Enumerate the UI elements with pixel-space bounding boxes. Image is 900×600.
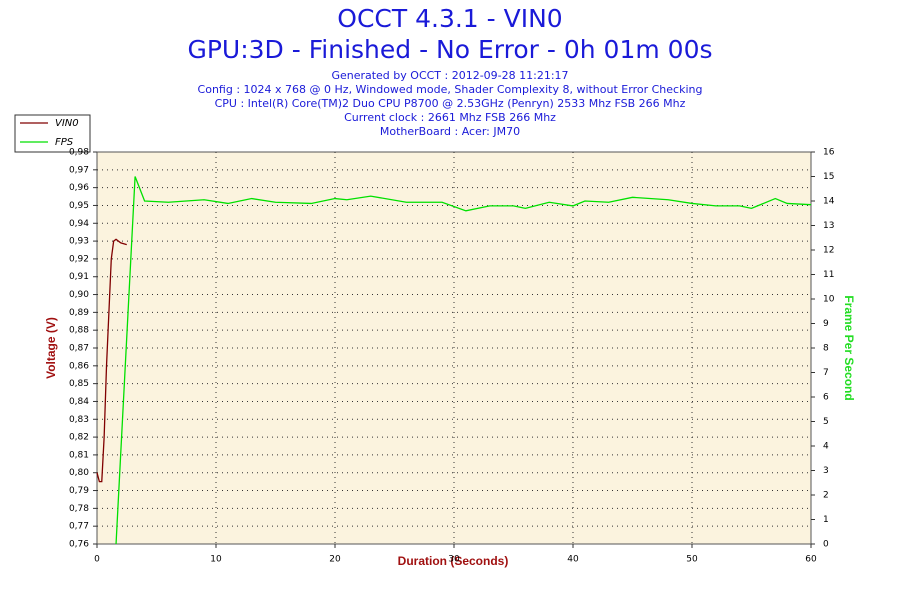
y2-tick-label: 1	[823, 515, 829, 525]
y-tick-label: 0,77	[69, 522, 89, 532]
info-line: MotherBoard : Acer: JM70	[380, 125, 520, 138]
y-tick-label: 0,94	[69, 219, 89, 229]
info-line: CPU : Intel(R) Core(TM)2 Duo CPU P8700 @…	[215, 97, 686, 110]
y-tick-label: 0,95	[69, 201, 89, 211]
y2-tick-label: 6	[823, 393, 829, 403]
y-tick-label: 0,96	[69, 183, 89, 193]
y-tick-label: 0,92	[69, 254, 89, 264]
y-tick-label: 0,98	[69, 148, 89, 158]
x-tick-label: 20	[329, 555, 341, 565]
y2-tick-label: 13	[823, 221, 834, 231]
y2-tick-label: 9	[823, 319, 829, 329]
series-line	[115, 176, 812, 545]
y2-tick-label: 14	[823, 197, 835, 207]
x-tick-label: 60	[805, 555, 817, 565]
y-tick-label: 0,97	[69, 165, 89, 175]
y2-tick-label: 15	[823, 172, 834, 182]
info-line: Config : 1024 x 768 @ 0 Hz, Windowed mod…	[198, 83, 703, 96]
y2-tick-label: 10	[823, 295, 835, 305]
y-tick-label: 0,88	[69, 326, 89, 336]
y2-tick-label: 2	[823, 491, 829, 501]
y-tick-label: 0,76	[69, 540, 89, 550]
y-tick-label: 0,83	[69, 415, 89, 425]
series-line	[96, 238, 127, 483]
y2-axis-title: Frame Per Second	[842, 295, 856, 400]
y-tick-label: 0,90	[69, 290, 89, 300]
x-tick-label: 0	[94, 555, 100, 565]
y-tick-label: 0,85	[69, 379, 89, 389]
y2-tick-label: 12	[823, 246, 834, 256]
info-line: Current clock : 2661 Mhz FSB 266 Mhz	[344, 111, 556, 124]
chart-title: OCCT 4.3.1 - VIN0	[337, 4, 562, 33]
y-tick-label: 0,89	[69, 308, 89, 318]
y2-tick-label: 0	[823, 540, 829, 550]
y2-tick-label: 7	[823, 368, 829, 378]
y2-tick-label: 3	[823, 466, 829, 476]
y-tick-label: 0,79	[69, 486, 89, 496]
y-tick-label: 0,82	[69, 433, 89, 443]
y-tick-label: 0,81	[69, 450, 89, 460]
x-tick-label: 30	[448, 555, 460, 565]
y2-tick-label: 5	[823, 417, 829, 427]
x-tick-label: 50	[686, 555, 698, 565]
x-tick-label: 40	[567, 555, 579, 565]
legend-label: FPS	[55, 137, 74, 148]
x-axis-title: Duration (Seconds)	[398, 554, 509, 568]
y-axis-title: Voltage (V)	[44, 317, 58, 379]
y-tick-label: 0,80	[69, 468, 89, 478]
info-line: Generated by OCCT : 2012-09-28 11:21:17	[331, 69, 568, 82]
y-tick-label: 0,91	[69, 272, 89, 282]
y-tick-label: 0,84	[69, 397, 89, 407]
legend-label: VIN0	[55, 118, 79, 129]
x-tick-label: 10	[210, 555, 222, 565]
y2-tick-label: 4	[823, 442, 829, 452]
y-tick-label: 0,93	[69, 237, 89, 247]
y2-tick-label: 11	[823, 270, 834, 280]
y2-tick-label: 16	[823, 148, 835, 158]
legend	[14, 114, 91, 153]
y-tick-label: 0,78	[69, 504, 89, 514]
chart-subtitle: GPU:3D - Finished - No Error - 0h 01m 00…	[187, 35, 712, 64]
y2-tick-label: 8	[823, 344, 829, 354]
y-tick-label: 0,87	[69, 344, 89, 354]
y-tick-label: 0,86	[69, 361, 89, 371]
